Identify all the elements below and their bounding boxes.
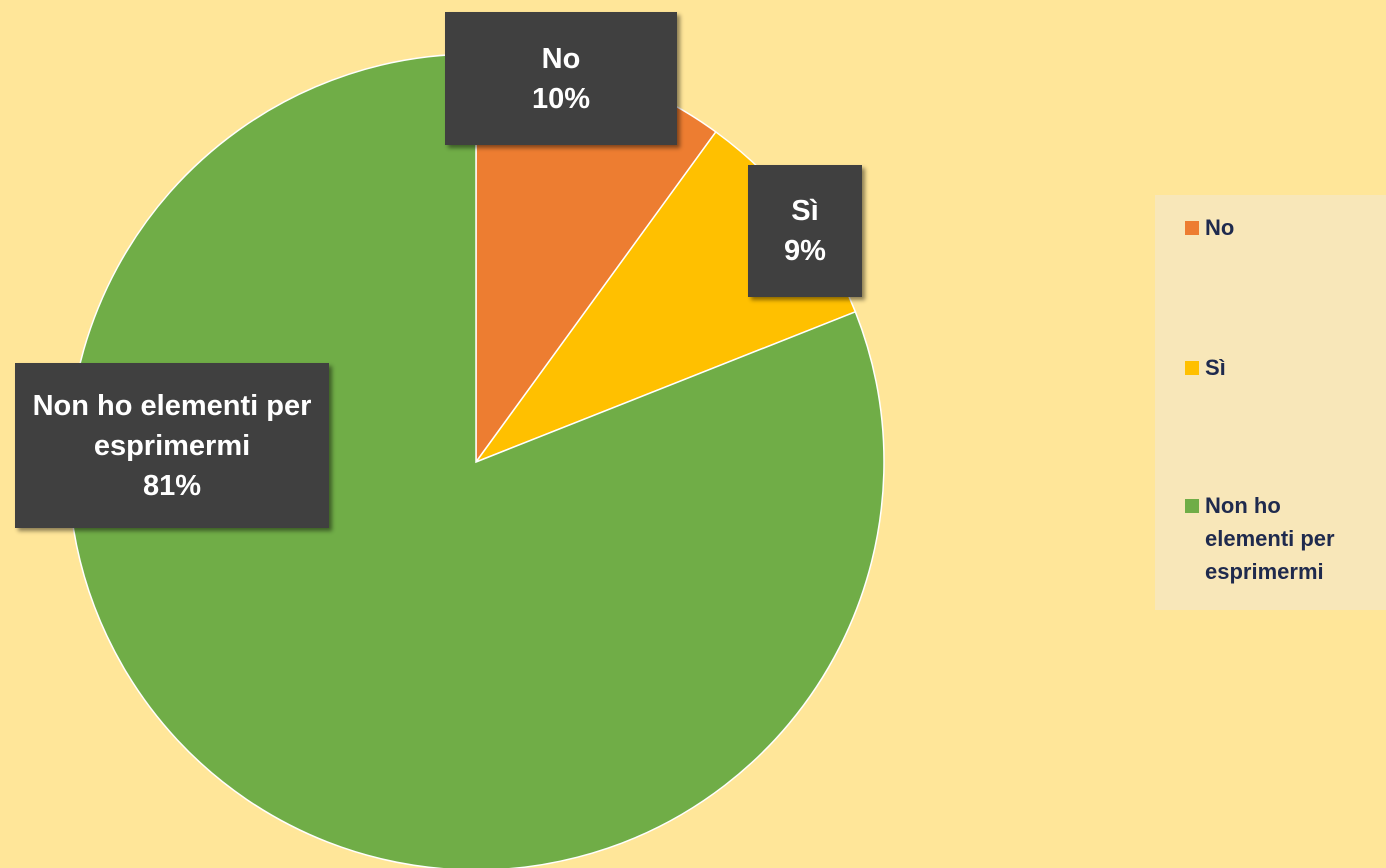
data-label: Non ho elementi per esprimermi 81% [15,363,329,528]
data-label: No 10% [445,12,677,145]
data-label-value: 9% [784,235,826,267]
legend-label: Sì [1205,355,1226,380]
data-label-value: 81% [142,469,202,502]
legend-swatch [1185,499,1199,513]
legend-swatch [1185,361,1199,375]
legend-entry: Non ho elementi per esprimermi [1185,489,1370,588]
legend: No Sì Non ho elementi per esprimermi [1155,195,1386,610]
legend-label: Non ho elementi per esprimermi [1205,493,1335,584]
legend-label: No [1205,215,1235,240]
data-label-category: Sì [791,195,819,227]
data-label: Sì 9% [748,165,862,297]
data-label-value: 10% [531,82,591,115]
legend-swatch [1185,221,1199,235]
data-label-category: Non ho elementi per esprimermi [32,389,312,462]
data-label-category: No [541,42,581,75]
pie-slice [67,53,885,868]
legend-entry: Sì [1185,351,1370,384]
legend-entry: No [1185,211,1370,244]
